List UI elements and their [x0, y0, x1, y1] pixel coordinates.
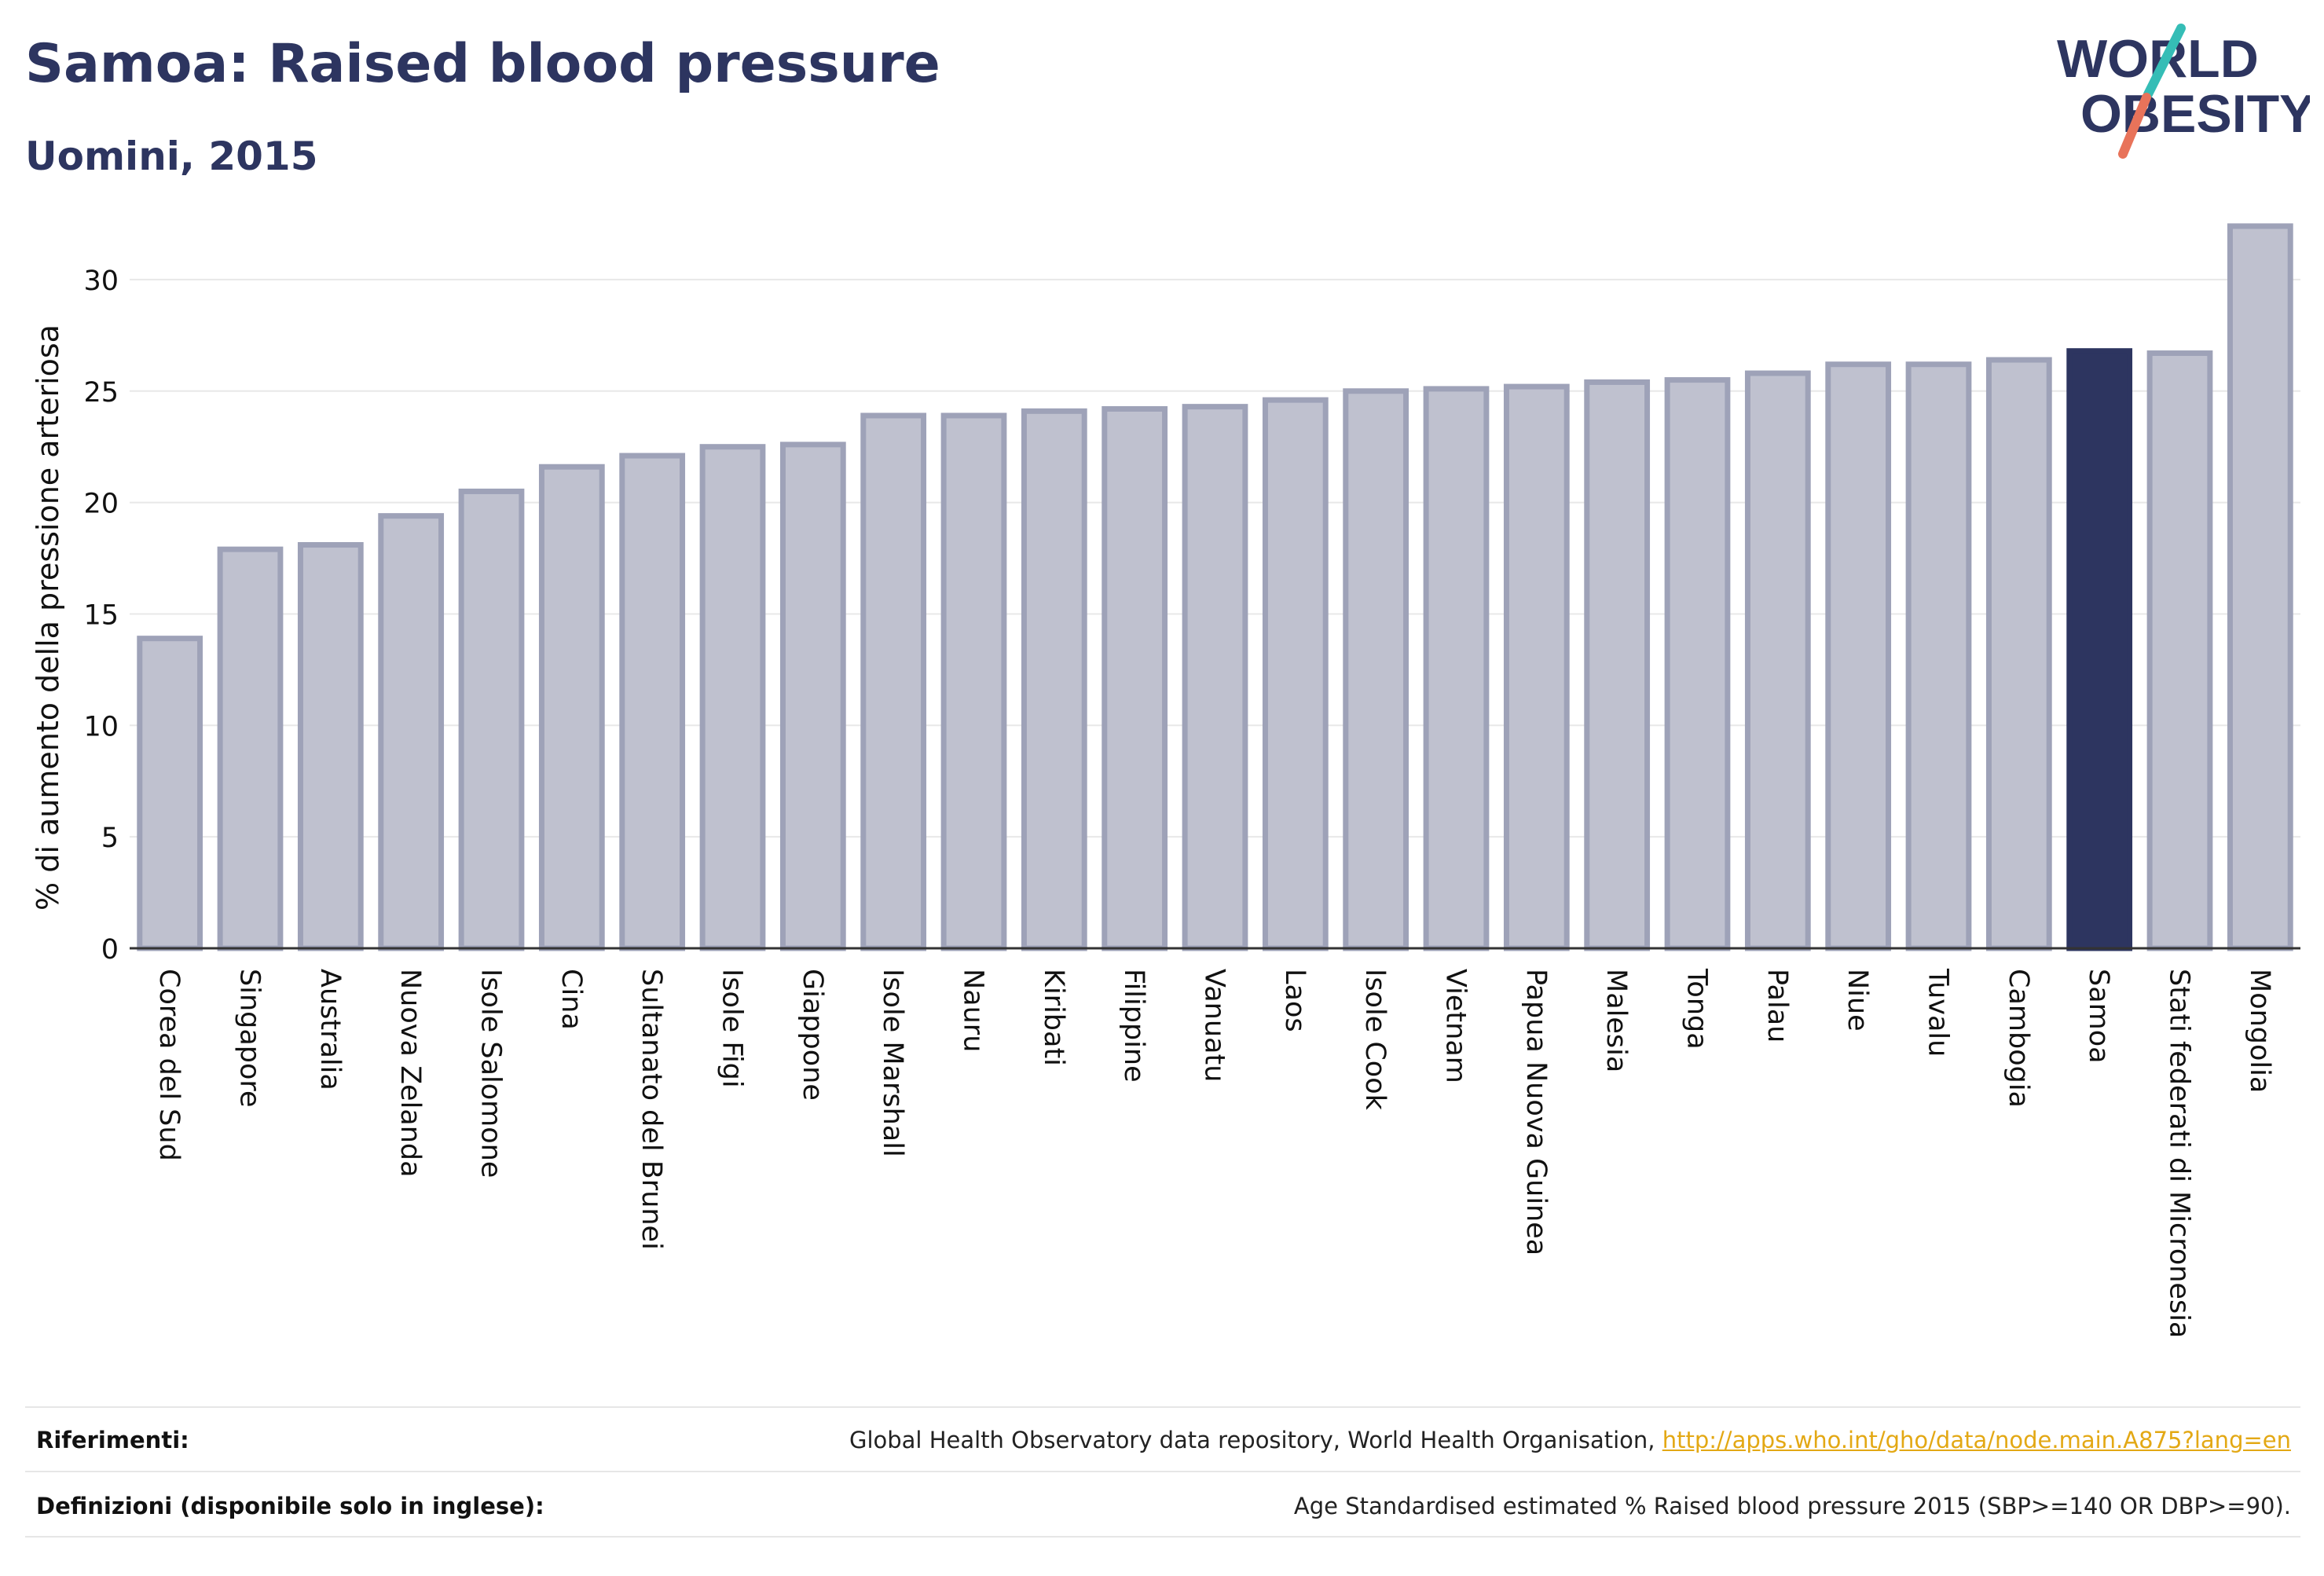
bar-niue	[1825, 361, 1892, 951]
x-tick-label-cambogia: Cambogia	[2003, 969, 2034, 1108]
y-tick-label-10: 10	[83, 711, 119, 742]
x-tick-label-vanuatu: Vanuatu	[1199, 969, 1230, 1082]
y-tick-label-0: 0	[101, 934, 119, 966]
bar-cambogia	[1985, 357, 2052, 951]
x-tick-label-sultanato-del-brunei: Sultanato del Brunei	[636, 969, 667, 1250]
definitions-text: Age Standardised estimated % Raised bloo…	[1293, 1493, 2291, 1519]
x-tick-label-giappone: Giappone	[797, 969, 828, 1101]
x-tick-label-isole-figi: Isole Figi	[717, 969, 748, 1088]
x-tick-label-laos: Laos	[1279, 969, 1310, 1032]
x-tick-label-cina: Cina	[555, 969, 587, 1030]
bar-nuova-zelanda	[378, 513, 445, 951]
references-source: Global Health Observatory data repositor…	[849, 1427, 1662, 1453]
x-tick-label-malesia: Malesia	[1600, 969, 1632, 1072]
bar-malesia	[1584, 379, 1651, 951]
y-tick-label-20: 20	[83, 489, 119, 520]
bar-isole-salomone	[458, 488, 525, 951]
x-tick-label-samoa: Samoa	[2083, 969, 2114, 1064]
y-axis-label: % di aumento della pressione arteriosa	[31, 324, 65, 911]
x-tick-label-singapore: Singapore	[234, 969, 266, 1108]
bar-sultanato-del-brunei	[619, 453, 686, 951]
world-obesity-logo: WORLD OBESITY	[2057, 24, 2310, 159]
bar-tuvalu	[1905, 361, 1972, 951]
bar-palau	[1744, 370, 1811, 951]
x-tick-label-australia: Australia	[314, 969, 346, 1090]
bar-samoa	[2066, 348, 2133, 951]
chart-title: Samoa: Raised blood pressure	[25, 33, 940, 95]
x-tick-label-filippine: Filippine	[1118, 969, 1149, 1083]
footer-divider-middle	[25, 1471, 2300, 1472]
footer-divider-bottom	[25, 1536, 2300, 1538]
references-link[interactable]: http://apps.who.int/gho/data/node.main.A…	[1662, 1427, 2291, 1453]
y-tick-label-30: 30	[83, 266, 119, 297]
bar-kiribati	[1021, 408, 1087, 951]
x-tick-label-tonga: Tonga	[1681, 968, 1713, 1050]
bar-australia	[297, 542, 364, 951]
x-tick-label-papua-nuova-guinea: Papua Nuova Guinea	[1520, 969, 1552, 1255]
bar-stati-federati-di-micronesia	[2146, 350, 2213, 951]
bar-corea-del-sud	[137, 636, 203, 951]
y-tick-label-25: 25	[83, 377, 119, 409]
bar-papua-nuova-guinea	[1503, 383, 1570, 951]
bar-isole-cook	[1343, 388, 1409, 951]
logo-line2: OBESITY	[2080, 84, 2310, 144]
x-tick-label-isole-cook: Isole Cook	[1359, 969, 1391, 1111]
x-tick-label-nuova-zelanda: Nuova Zelanda	[394, 969, 426, 1178]
bar-giappone	[779, 442, 846, 951]
x-tick-label-palau: Palau	[1761, 969, 1793, 1043]
y-axis-ticks: 0 5 10 15 20 25 30	[83, 266, 119, 966]
bar-vanuatu	[1182, 404, 1248, 951]
chart-subtitle: Uomini, 2015	[25, 134, 318, 179]
x-tick-label-isole-salomone: Isole Salomone	[475, 969, 507, 1178]
bar-chart: 0 5 10 15 20 25 30 Corea del Sud Singapore Austr…	[31, 223, 2300, 1338]
y-tick-label-15: 15	[83, 599, 119, 631]
bars	[137, 223, 2293, 951]
footer-divider-top	[25, 1406, 2300, 1408]
bar-filippine	[1102, 405, 1168, 951]
definitions-label: Definizioni (disponibile solo in inglese…	[36, 1493, 544, 1519]
x-axis-ticks: Corea del Sud Singapore Australia Nuova Zel…	[153, 968, 2275, 1338]
x-tick-label-corea-del-sud: Corea del Sud	[153, 969, 185, 1161]
x-tick-label-stati-federati-di-micronesia: Stati federati di Micronesia	[2164, 969, 2195, 1338]
x-tick-label-niue: Niue	[1842, 969, 1873, 1032]
bar-mongolia	[2227, 223, 2293, 951]
x-tick-label-mongolia: Mongolia	[2244, 969, 2275, 1093]
bar-isole-marshall	[860, 412, 927, 951]
x-tick-label-kiribati: Kiribati	[1038, 969, 1069, 1066]
references-label: Riferimenti:	[36, 1427, 189, 1453]
y-tick-label-5: 5	[101, 823, 119, 854]
bar-nauru	[940, 412, 1007, 951]
logo-slash-teal	[2143, 24, 2186, 99]
x-tick-label-nauru: Nauru	[958, 969, 989, 1052]
references-text: Global Health Observatory data repositor…	[849, 1427, 2291, 1453]
x-tick-label-tuvalu: Tuvalu	[1923, 968, 1954, 1057]
bar-laos	[1262, 397, 1329, 951]
bar-tonga	[1664, 377, 1731, 951]
x-tick-label-isole-marshall: Isole Marshall	[877, 969, 908, 1157]
x-tick-label-vietnam: Vietnam	[1440, 969, 1472, 1083]
bar-vietnam	[1423, 386, 1490, 951]
bar-isole-figi	[699, 444, 766, 951]
logo-slash-coral	[2118, 93, 2151, 159]
bar-singapore	[217, 546, 284, 951]
bar-cina	[538, 464, 605, 951]
